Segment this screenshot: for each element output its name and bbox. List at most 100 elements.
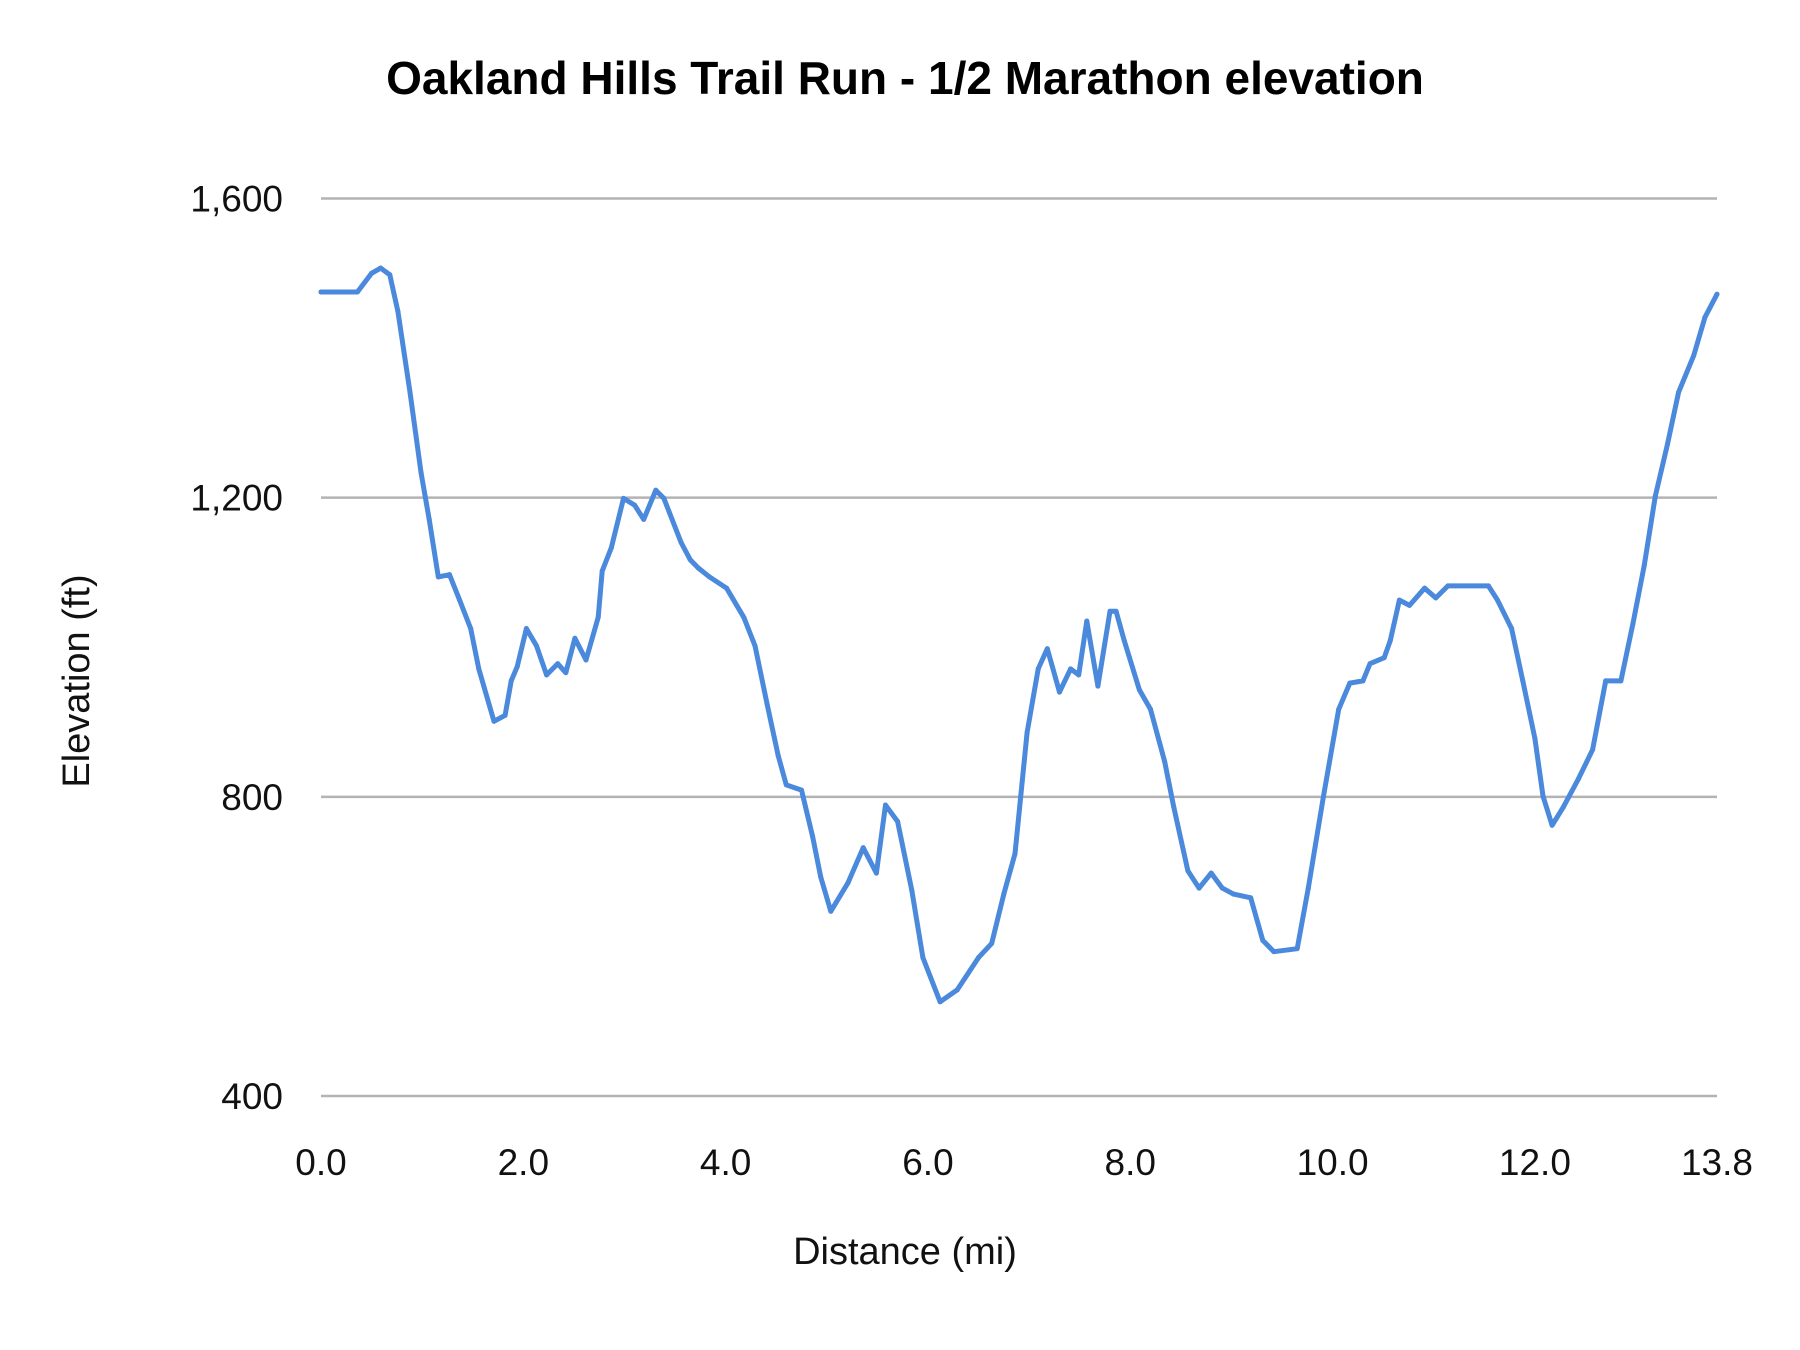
data-point: [1520, 678, 1526, 684]
data-point: [909, 887, 915, 893]
data-point: [1387, 638, 1393, 644]
data-point: [446, 572, 452, 578]
x-tick-label: 13.8: [1681, 1142, 1753, 1183]
data-point: [418, 470, 424, 476]
data-point: [1509, 626, 1515, 632]
data-point: [764, 701, 770, 707]
data-point: [860, 845, 866, 851]
data-point: [783, 782, 789, 788]
y-tick-label: 1,600: [190, 179, 283, 220]
data-point: [523, 626, 529, 632]
data-point: [895, 819, 901, 825]
data-point: [1485, 583, 1491, 589]
data-point: [595, 614, 601, 620]
data-point: [1618, 678, 1624, 684]
data-point: [476, 666, 482, 672]
chart-title: Oakland Hills Trail Run - 1/2 Marathon e…: [386, 52, 1424, 104]
x-tick-label: 4.0: [700, 1142, 751, 1183]
y-tick-label: 1,200: [190, 478, 283, 519]
data-point: [555, 661, 561, 667]
data-point: [1560, 804, 1566, 810]
data-point: [1360, 678, 1366, 684]
data-point: [1336, 706, 1342, 712]
data-point: [989, 940, 995, 946]
data-point: [1445, 583, 1451, 589]
data-point: [544, 672, 550, 678]
y-tick-label: 800: [221, 777, 283, 818]
data-point: [572, 635, 578, 641]
data-point: [954, 987, 960, 993]
data-point: [687, 557, 693, 563]
data-point: [1076, 672, 1082, 678]
data-point: [318, 289, 324, 295]
data-point: [873, 870, 879, 876]
data-point: [1532, 735, 1538, 741]
data-point: [1305, 885, 1311, 891]
data-point: [435, 574, 441, 580]
data-point: [632, 502, 638, 508]
data-point: [1641, 563, 1647, 569]
data-point: [502, 712, 508, 718]
data-point: [599, 568, 605, 574]
x-tick-label: 0.0: [295, 1142, 346, 1183]
x-tick-label: 10.0: [1297, 1142, 1369, 1183]
data-point: [514, 664, 520, 670]
data-point: [1095, 683, 1101, 689]
data-point: [799, 787, 805, 793]
data-point: [1121, 638, 1127, 644]
gridlines: [321, 197, 1717, 1098]
y-axis-ticks: 400 800 1,200 1,600: [190, 179, 283, 1118]
data-point: [828, 908, 834, 914]
data-point: [1219, 885, 1225, 891]
data-point: [1171, 804, 1177, 810]
data-point: [491, 718, 497, 724]
data-point: [920, 955, 926, 961]
data-point: [1367, 661, 1373, 667]
data-point: [1185, 868, 1191, 874]
data-point: [741, 614, 747, 620]
data-point: [937, 999, 943, 1005]
data-point: [1630, 620, 1636, 626]
data-point: [678, 540, 684, 546]
data-point: [845, 880, 851, 886]
x-tick-label: 2.0: [498, 1142, 549, 1183]
data-point: [407, 389, 413, 395]
data-point: [1590, 747, 1596, 753]
data-point: [1001, 891, 1007, 897]
data-point: [1494, 597, 1500, 603]
data-point: [1676, 389, 1682, 395]
y-axis-title: Elevation (ft): [56, 574, 98, 787]
data-point: [1068, 666, 1074, 672]
data-point: [1702, 314, 1708, 320]
data-point: [1107, 608, 1113, 614]
data-point: [695, 565, 701, 571]
data-point: [468, 626, 474, 632]
data-point: [378, 265, 384, 271]
data-point: [387, 272, 393, 278]
data-point: [1084, 618, 1090, 624]
data-point: [395, 308, 401, 314]
data-point: [1664, 442, 1670, 448]
data-point: [1603, 678, 1609, 684]
data-point: [1113, 608, 1119, 614]
x-tick-label: 8.0: [1105, 1142, 1156, 1183]
data-point: [1248, 895, 1254, 901]
data-point: [608, 545, 614, 551]
elevation-line: [318, 265, 1720, 1005]
data-point: [1294, 946, 1300, 952]
data-point: [354, 289, 360, 295]
data-point: [1549, 822, 1555, 828]
data-point: [1381, 655, 1387, 661]
data-point: [1208, 870, 1214, 876]
series-elevation: [318, 265, 1720, 1005]
data-point: [1148, 706, 1154, 712]
x-tick-label: 12.0: [1499, 1142, 1571, 1183]
data-point: [724, 585, 730, 591]
data-point: [752, 643, 758, 649]
data-point: [653, 487, 659, 493]
data-point: [1347, 680, 1353, 686]
data-point: [563, 670, 569, 676]
data-point: [1136, 687, 1142, 693]
data-point: [620, 495, 626, 501]
data-point: [1406, 602, 1412, 608]
